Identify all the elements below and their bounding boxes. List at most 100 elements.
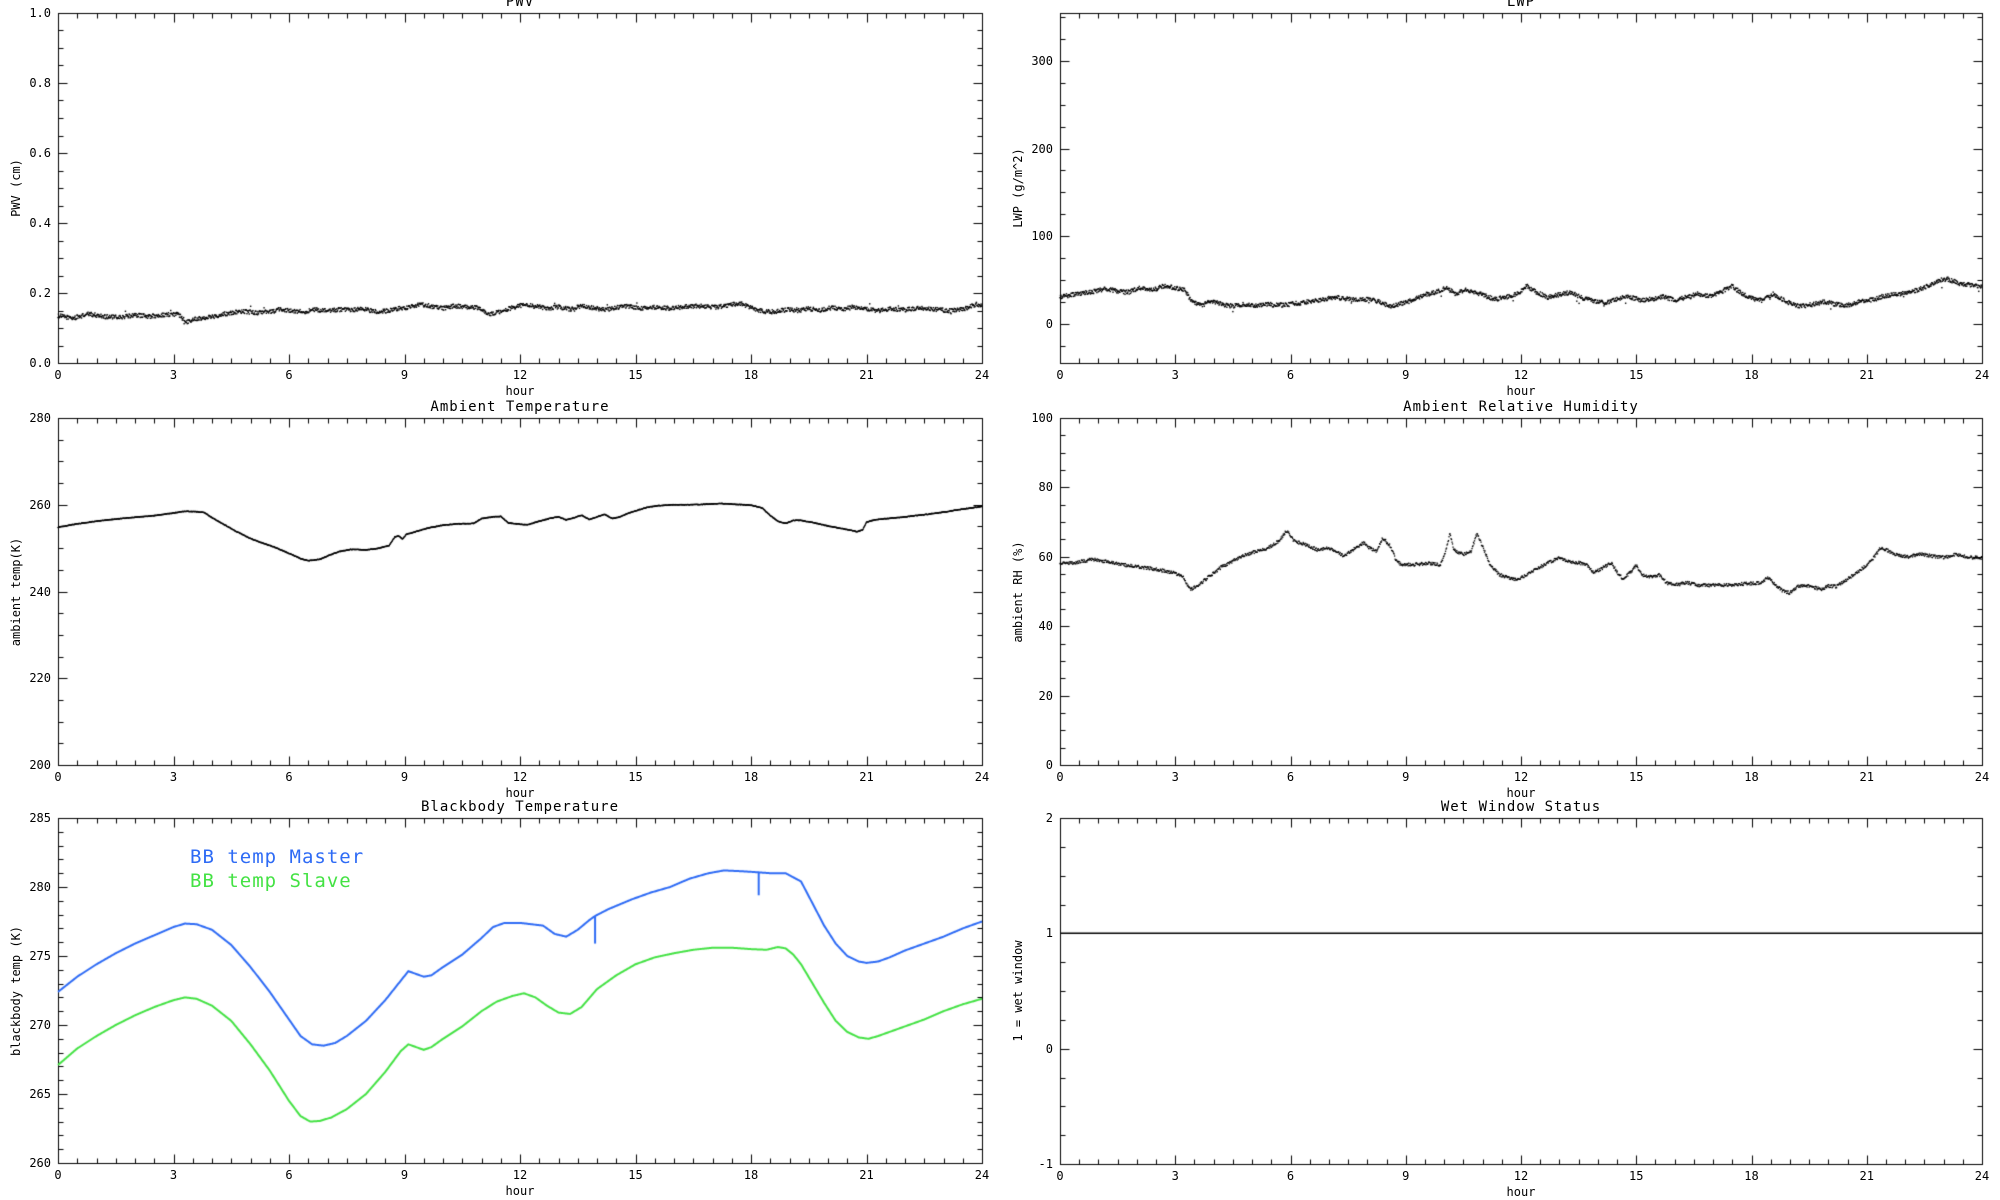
plot-title-lwp: LWP [1506,0,1536,10]
x-tick-label: 6 [285,368,293,382]
x-tick-label: 18 [1744,368,1759,382]
y-tick-label: 280 [29,411,51,425]
x-tick-label: 15 [1629,1169,1644,1183]
x-tick-label: 15 [628,770,643,784]
x-tick-label: 24 [974,368,990,382]
y-tick-label: 0 [1045,1041,1053,1056]
x-axis-label-ambient-temperature: hour [505,786,535,800]
x-tick-label: 12 [1513,368,1529,382]
x-tick-label: 0 [1056,368,1064,382]
y-axis-label-ambient-temperature: ambient temp(K) [9,537,23,646]
x-axis-label-ambient-relative-humidity: hour [1506,786,1536,800]
y-tick-label: 40 [1038,619,1053,634]
y-tick-label: 270 [29,1018,51,1032]
y-tick-label: 2 [1045,811,1053,825]
x-tick-label: 6 [285,770,293,784]
x-tick-label: 15 [1629,770,1644,784]
x-tick-label: 3 [169,1168,178,1182]
x-axis-label-lwp: hour [1506,384,1536,398]
y-axis-label-ambient-relative-humidity: ambient RH (%) [1011,540,1025,643]
y-tick-label: 100 [1031,411,1053,425]
x-tick-label: 9 [400,770,409,784]
y-tick-label: 0.8 [29,76,51,90]
y-tick-label: 285 [29,811,51,825]
y-tick-label: 280 [29,880,51,894]
x-tick-label: 12 [1513,770,1529,784]
plot-title-blackbody-temperature: Blackbody Temperature [420,799,620,815]
x-axis-label-wet-window-status: hour [1506,1185,1536,1199]
plot-title-ambient-temperature: Ambient Temperature [430,399,610,415]
x-tick-label: 3 [1171,770,1179,784]
x-tick-label: 15 [628,1168,643,1182]
legend-item-bb-temp-master: BB temp Master [190,846,365,868]
y-tick-label: 20 [1038,688,1053,703]
plot-title-wet-window-status: Wet Window Status [1440,799,1602,815]
y-tick-label: 0.4 [29,216,51,230]
x-tick-label: 9 [1402,770,1410,784]
x-tick-label: 15 [1629,368,1644,382]
x-tick-label: 18 [1744,1169,1759,1183]
x-tick-label: 12 [512,1168,528,1182]
y-tick-label: 0 [1045,758,1053,772]
y-axis-label-pwv: PWV (cm) [9,159,23,217]
x-tick-label: 24 [1974,1169,1990,1183]
x-tick-label: 18 [743,1168,759,1182]
x-tick-label: 21 [1859,368,1874,382]
x-tick-label: 21 [1859,1169,1874,1183]
x-tick-label: 12 [512,770,528,784]
x-axis-label-pwv: hour [505,384,535,398]
y-tick-label: 0.2 [29,286,51,300]
x-tick-label: 18 [743,770,759,784]
x-tick-label: 3 [1171,368,1179,382]
y-tick-label: 200 [1031,141,1053,156]
y-tick-label: 60 [1038,549,1053,564]
x-tick-label: 0 [54,368,62,382]
x-tick-label: 6 [1286,1169,1295,1183]
x-tick-label: 6 [1286,368,1295,382]
x-tick-label: 9 [400,368,409,382]
x-tick-label: 21 [859,1168,874,1182]
x-axis-label-blackbody-temperature: hour [505,1184,535,1198]
plot-title-pwv: PWV [505,0,535,10]
y-tick-label: -1 [1038,1157,1053,1171]
x-tick-label: 18 [743,368,759,382]
y-tick-label: 265 [29,1087,51,1101]
y-tick-label: 260 [29,1156,51,1170]
x-tick-label: 0 [54,770,62,784]
x-tick-label: 24 [974,1168,990,1182]
y-tick-label: 100 [1031,229,1053,244]
x-tick-label: 12 [1513,1169,1529,1183]
y-axis-label-blackbody-temperature: blackbody temp (K) [9,925,23,1056]
y-tick-label: 1 [1045,926,1053,941]
x-tick-label: 24 [1974,368,1990,382]
x-tick-label: 3 [169,770,178,784]
x-tick-label: 15 [628,368,643,382]
y-tick-label: 220 [29,671,51,686]
y-tick-label: 275 [29,949,51,963]
x-tick-label: 24 [974,770,990,784]
y-tick-label: 80 [1038,480,1053,495]
x-tick-label: 9 [1402,1169,1410,1183]
x-tick-label: 6 [1286,770,1295,784]
x-tick-label: 9 [1402,368,1410,382]
x-tick-label: 24 [1974,770,1990,784]
x-tick-label: 3 [169,368,178,382]
x-tick-label: 9 [400,1168,409,1182]
x-tick-label: 0 [1056,770,1064,784]
x-tick-label: 3 [1171,1169,1179,1183]
y-tick-label: 0.0 [29,356,51,370]
y-tick-label: 200 [29,758,51,772]
legend-item-bb-temp-slave: BB temp Slave [190,870,352,892]
x-tick-label: 0 [54,1168,62,1182]
x-tick-label: 21 [859,368,874,382]
y-tick-label: 0 [1045,316,1053,331]
plot-title-ambient-relative-humidity: Ambient Relative Humidity [1403,399,1639,415]
x-tick-label: 12 [512,368,528,382]
y-tick-label: 260 [29,497,51,512]
x-tick-label: 0 [1056,1169,1064,1183]
y-tick-label: 240 [29,584,51,599]
y-tick-label: 0.6 [29,146,51,160]
x-tick-label: 6 [285,1168,293,1182]
x-tick-label: 21 [1859,770,1874,784]
